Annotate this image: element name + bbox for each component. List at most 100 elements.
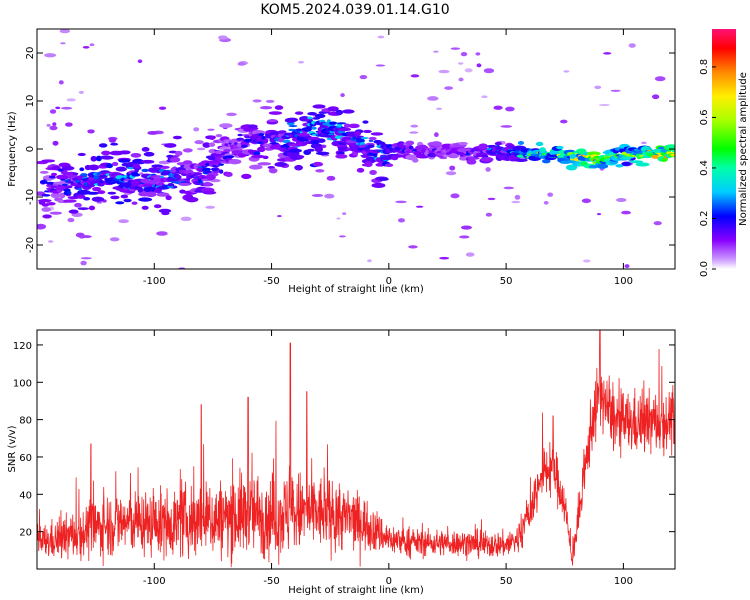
heatmap-ridge-halo — [539, 147, 546, 154]
y-tick-label: 40 — [19, 490, 32, 501]
heatmap-noise-blob — [80, 257, 92, 260]
heatmap-ridge-halo — [92, 186, 102, 192]
heatmap-ridge-halo — [541, 158, 551, 164]
heatmap-ridge-core — [93, 175, 100, 180]
heatmap-noise-blob — [415, 205, 424, 208]
heatmap-ridge-core — [295, 128, 303, 131]
heatmap-noise-blob — [196, 147, 206, 151]
heatmap-ridge-halo — [219, 123, 233, 128]
heatmap-ridge-halo — [108, 138, 117, 143]
heatmap-ridge-core — [261, 135, 266, 141]
heatmap-ridge-halo — [90, 155, 97, 162]
heatmap-ridge-halo — [494, 141, 502, 146]
heatmap-ridge-halo — [164, 143, 177, 148]
heatmap-ridge-halo — [231, 150, 242, 155]
heatmap-noise-blob — [433, 50, 439, 53]
heatmap-noise-blob — [359, 74, 368, 80]
heatmap-noise-blob — [436, 107, 443, 110]
heatmap-ridge-halo — [156, 192, 170, 197]
heatmap-ridge-core — [218, 163, 224, 166]
colorbar-tick-label: 0.2 — [699, 211, 710, 227]
x-tick-label: 50 — [500, 276, 513, 287]
heatmap-noise-blob — [297, 61, 305, 64]
heatmap-noise-blob — [193, 127, 200, 132]
heatmap-ridge-halo — [316, 138, 326, 143]
heatmap-noise-blob — [596, 213, 602, 216]
heatmap-ridge-halo — [586, 151, 601, 156]
heatmap-noise-blob — [603, 52, 612, 55]
heatmap-ridge-halo — [262, 155, 269, 160]
heatmap-noise-blob — [46, 123, 51, 127]
heatmap-noise-blob — [87, 129, 95, 134]
heatmap-noise-blob — [487, 197, 496, 201]
heatmap-ridge-core — [133, 173, 141, 177]
heatmap-noise-blob — [621, 210, 632, 215]
heatmap-noise-blob — [326, 175, 336, 181]
heatmap-ridge-core — [176, 175, 182, 179]
heatmap-ridge-halo — [371, 182, 386, 188]
heatmap-ridge-halo — [118, 158, 131, 163]
heatmap-ridge-halo — [338, 127, 352, 132]
heatmap-ridge-halo — [158, 208, 172, 213]
heatmap-ridge-core — [233, 142, 238, 145]
heatmap-noise-blob — [340, 93, 345, 98]
heatmap-noise-blob — [109, 237, 120, 242]
heatmap-ridge-halo — [101, 150, 111, 156]
heatmap-ridge-halo — [251, 154, 265, 159]
heatmap-ridge-halo — [565, 164, 578, 171]
y-tick-label: 20 — [25, 47, 36, 60]
heatmap-ridge-core — [193, 172, 203, 176]
heatmap-noise-blob — [52, 140, 59, 146]
x-tick-label: 0 — [386, 276, 392, 287]
heatmap-noise-blob — [44, 53, 57, 58]
heatmap-noise-blob — [449, 165, 456, 171]
heatmap-ridge-halo — [202, 190, 217, 195]
heatmap-ridge-halo — [130, 152, 142, 158]
heatmap-ridge-core — [278, 130, 287, 134]
heatmap-noise-blob — [89, 43, 95, 47]
heatmap-ridge-halo — [178, 182, 191, 186]
heatmap-blobs — [37, 29, 675, 269]
heatmap-noise-blob — [624, 264, 630, 269]
heatmap-ridge-halo — [77, 152, 86, 157]
x-tick-label: -100 — [143, 276, 166, 287]
colorbar-tick-label: 0.0 — [699, 261, 710, 277]
heatmap-ridge-halo — [50, 192, 61, 199]
snr-y-label: SNR (v/v) — [7, 425, 18, 472]
heatmap-noise-blob — [65, 122, 73, 127]
heatmap-ridge-halo — [143, 151, 155, 157]
heatmap-noise-blob — [265, 99, 275, 103]
heatmap-ridge-halo — [241, 173, 252, 180]
heatmap-noise-blob — [503, 186, 514, 190]
heatmap-ridge-halo — [41, 207, 52, 212]
heatmap-ridge-halo — [661, 157, 668, 162]
heatmap-ridge-halo — [337, 146, 350, 152]
heatmap-ridge-halo — [162, 170, 171, 176]
heatmap-ridge-halo — [327, 106, 339, 112]
heatmap-ridge-halo — [151, 164, 164, 168]
heatmap-noise-blob — [500, 125, 513, 128]
heatmap-ridge-core — [373, 153, 378, 158]
heatmap-noise-blob — [493, 105, 503, 110]
heatmap-noise-blob — [377, 35, 385, 39]
heatmap-noise-blob — [450, 47, 461, 50]
heatmap-noise-blob — [66, 98, 76, 102]
heatmap-noise-blob — [336, 217, 341, 220]
heatmap-noise-blob — [459, 235, 470, 239]
heatmap-noise-blob — [52, 122, 57, 126]
heatmap-ridge-halo — [107, 191, 117, 195]
heatmap-ridge-halo — [294, 111, 304, 115]
heatmap-ridge-halo — [172, 135, 182, 140]
colorbar-gradient — [712, 29, 736, 269]
heatmap-ridge-halo — [268, 111, 283, 115]
heatmap-noise-blob — [485, 167, 491, 172]
heatmap-ridge-core — [210, 167, 219, 172]
heatmap-noise-blob — [628, 43, 636, 48]
heatmap-ridge-halo — [141, 146, 150, 152]
heatmap-noise-blob — [475, 52, 481, 56]
heatmap-noise-blob — [339, 235, 346, 238]
heatmap-ridge-core — [360, 137, 369, 140]
heatmap-ridge-halo — [167, 183, 175, 187]
